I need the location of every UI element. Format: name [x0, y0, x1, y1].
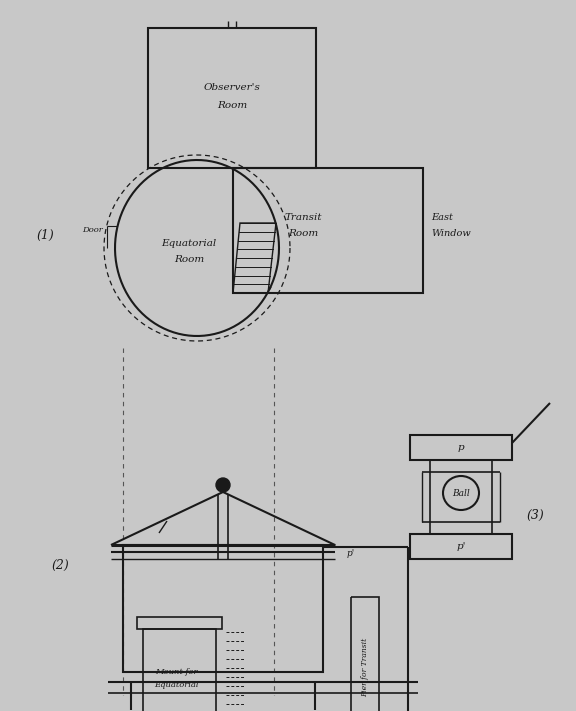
- Bar: [123, 545, 323, 672]
- Bar: [233, 168, 423, 293]
- Text: (2): (2): [51, 559, 69, 572]
- Bar: [430, 460, 492, 472]
- Text: East: East: [431, 213, 453, 223]
- Text: Equatorial: Equatorial: [161, 238, 217, 247]
- Text: Room: Room: [174, 255, 204, 264]
- Bar: [410, 534, 512, 559]
- Text: p: p: [458, 443, 464, 452]
- Text: (3): (3): [526, 508, 544, 521]
- Bar: [410, 435, 512, 460]
- Text: Door: Door: [82, 226, 103, 234]
- Text: Transit: Transit: [284, 213, 322, 223]
- Text: Equatorial: Equatorial: [154, 681, 199, 689]
- Bar: [143, 629, 216, 711]
- Bar: [137, 617, 222, 629]
- Text: Room: Room: [288, 228, 318, 237]
- Text: Observer's: Observer's: [203, 83, 260, 92]
- Text: Mount for: Mount for: [156, 668, 198, 676]
- Bar: [351, 597, 379, 711]
- Text: p': p': [456, 542, 466, 551]
- Text: Pier for Transit: Pier for Transit: [361, 637, 369, 697]
- Circle shape: [216, 478, 230, 492]
- Text: Ball: Ball: [452, 488, 470, 498]
- Text: (1): (1): [36, 228, 54, 242]
- Text: p': p': [347, 548, 355, 557]
- Bar: [148, 28, 316, 168]
- Text: Window: Window: [431, 228, 471, 237]
- Bar: [430, 522, 492, 534]
- Text: Room: Room: [217, 102, 247, 110]
